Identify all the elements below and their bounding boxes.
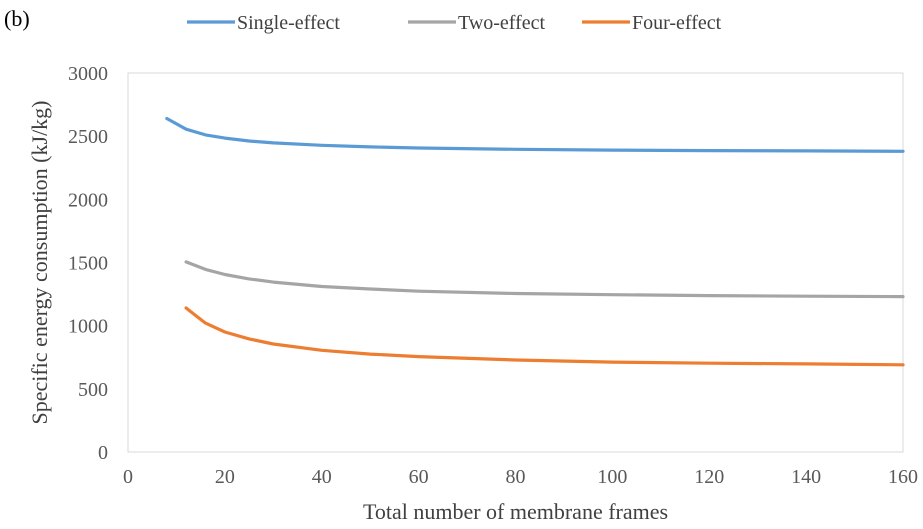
series-line-two-effect (184, 260, 905, 299)
legend-item: Four-effect (582, 12, 722, 34)
panel-label: (b) (4, 6, 30, 31)
x-tick-label: 20 (215, 466, 235, 488)
legend-item: Single-effect (187, 12, 340, 34)
series-line-single-effect (165, 116, 905, 153)
x-tick-label: 160 (888, 466, 918, 488)
x-tick-label: 0 (123, 466, 133, 488)
series-line-four-effect (184, 306, 905, 367)
legend: Single-effect Two-effect Four-effect (187, 12, 722, 34)
legend-label: Single-effect (237, 12, 340, 34)
legend-label: Four-effect (632, 12, 722, 34)
x-tick-label: 100 (597, 466, 627, 488)
series-lines (165, 116, 905, 367)
y-axis-title: Specific energy consumption (kJ/kg) (27, 100, 52, 424)
y-tick-label: 500 (78, 379, 108, 401)
x-tick-label: 120 (694, 466, 724, 488)
plot-area-frame (127, 72, 904, 453)
y-tick-label: 1000 (68, 316, 108, 338)
y-axis-ticks: 0 500 1000 1500 2000 2500 3000 (68, 63, 108, 464)
y-tick-label: 3000 (68, 63, 108, 85)
y-tick-label: 0 (98, 442, 108, 464)
legend-label: Two-effect (458, 12, 546, 34)
x-axis-title: Total number of membrane frames (363, 499, 668, 524)
y-tick-label: 2000 (68, 189, 108, 211)
x-tick-label: 40 (312, 466, 332, 488)
legend-item: Two-effect (408, 12, 546, 34)
x-tick-label: 80 (506, 466, 526, 488)
x-tick-label: 60 (409, 466, 429, 488)
y-tick-label: 1500 (68, 253, 108, 275)
y-tick-label: 2500 (68, 126, 108, 148)
x-axis-ticks: 0 20 40 60 80 100 120 140 160 (123, 466, 918, 488)
x-tick-label: 140 (791, 466, 821, 488)
